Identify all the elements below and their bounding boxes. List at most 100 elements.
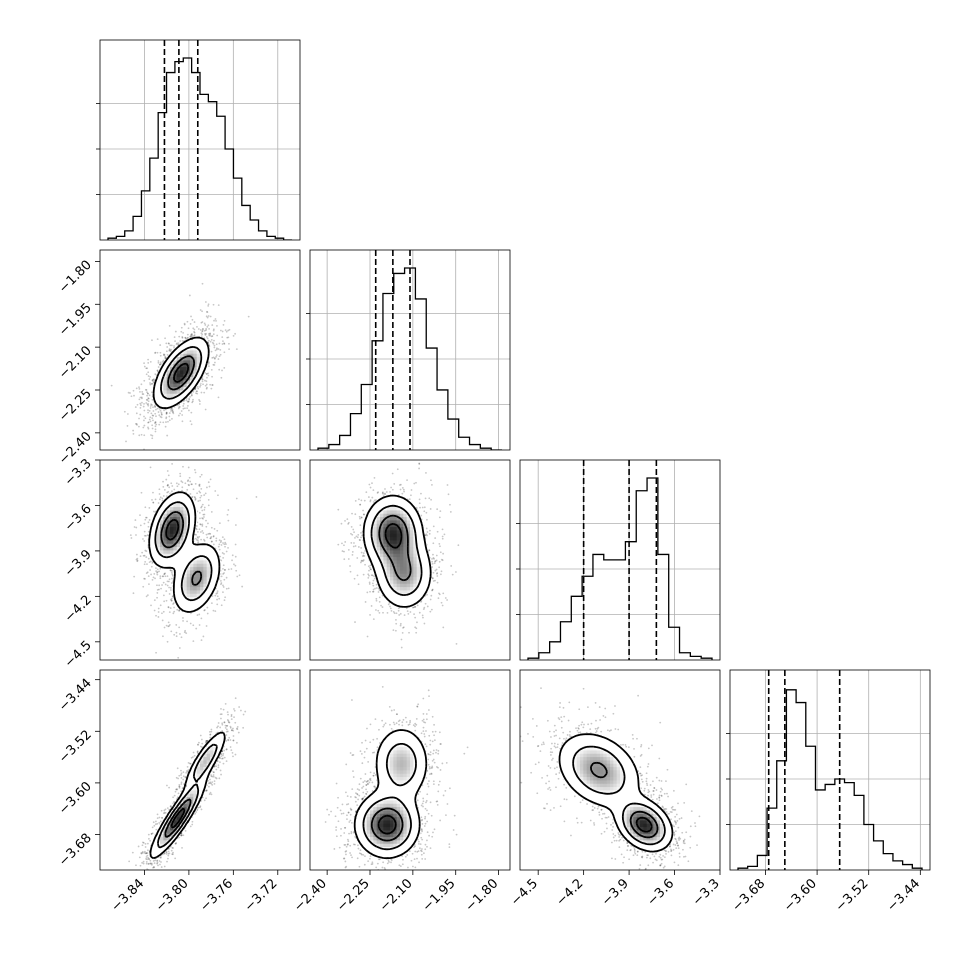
sample-point bbox=[196, 392, 199, 395]
sample-point bbox=[216, 590, 219, 593]
sample-point bbox=[160, 416, 163, 419]
sample-point bbox=[147, 421, 150, 424]
sample-point bbox=[152, 501, 155, 504]
sample-point bbox=[130, 395, 133, 398]
density-bin bbox=[190, 376, 194, 381]
density-bin bbox=[183, 393, 188, 398]
sample-point bbox=[151, 578, 154, 581]
sample-point bbox=[199, 531, 202, 533]
sample-point bbox=[212, 356, 215, 359]
density-bin bbox=[183, 376, 188, 381]
density-bin bbox=[193, 600, 198, 604]
sample-point bbox=[219, 726, 222, 729]
sample-point bbox=[212, 535, 215, 537]
sample-point bbox=[212, 609, 215, 612]
density-bin bbox=[203, 583, 208, 588]
sample-point bbox=[215, 348, 218, 351]
density-bin bbox=[156, 530, 161, 534]
sample-point bbox=[225, 576, 228, 579]
sample-point bbox=[150, 560, 152, 563]
density-bin bbox=[183, 360, 188, 364]
density-bin bbox=[156, 376, 161, 381]
sample-point bbox=[212, 328, 215, 331]
sample-point bbox=[214, 318, 217, 320]
sample-point bbox=[159, 351, 162, 354]
sample-point bbox=[152, 576, 155, 579]
sample-point bbox=[182, 400, 185, 403]
density-bin bbox=[170, 500, 174, 504]
density-bin bbox=[190, 366, 194, 371]
density-bin bbox=[180, 503, 184, 508]
density-bin bbox=[186, 540, 191, 544]
density-bin bbox=[153, 553, 158, 558]
sample-point bbox=[155, 570, 158, 573]
density-bin bbox=[210, 546, 214, 551]
sample-point bbox=[170, 344, 173, 347]
sample-point bbox=[141, 401, 143, 404]
sample-point bbox=[203, 329, 206, 332]
sample-point bbox=[165, 350, 168, 353]
sample-point bbox=[156, 369, 159, 372]
sample-point bbox=[163, 573, 166, 576]
sample-point bbox=[198, 484, 201, 486]
sample-point bbox=[199, 448, 201, 450]
sample-point bbox=[173, 488, 176, 491]
sample-point bbox=[126, 425, 129, 427]
density-bin bbox=[173, 583, 178, 588]
sample-point bbox=[165, 478, 168, 481]
sample-point bbox=[175, 776, 178, 779]
sample-point bbox=[151, 404, 153, 406]
sample-point bbox=[166, 353, 169, 356]
sample-point bbox=[165, 417, 168, 420]
sample-point bbox=[205, 380, 208, 383]
density-bin bbox=[203, 343, 208, 348]
density-bin bbox=[213, 563, 218, 568]
sample-point bbox=[226, 719, 229, 721]
sample-point bbox=[206, 739, 209, 742]
density-bin bbox=[160, 370, 164, 374]
sample-point bbox=[146, 852, 149, 855]
sample-point bbox=[196, 325, 198, 328]
density-bin bbox=[190, 556, 194, 561]
sample-point bbox=[206, 606, 209, 609]
density-bin bbox=[166, 503, 171, 508]
sample-point bbox=[210, 773, 212, 776]
sample-point bbox=[179, 475, 182, 478]
sample-point bbox=[177, 777, 180, 780]
sample-point bbox=[172, 411, 175, 413]
density-bin bbox=[193, 366, 198, 371]
sample-point bbox=[146, 563, 148, 566]
density-bin bbox=[206, 573, 211, 578]
sample-point bbox=[201, 310, 203, 313]
sample-point bbox=[161, 584, 163, 586]
sample-point bbox=[159, 820, 162, 823]
sample-point bbox=[148, 378, 151, 380]
density-bin bbox=[203, 563, 208, 568]
density-bin bbox=[206, 580, 211, 584]
sample-point bbox=[197, 806, 200, 809]
density-contour bbox=[160, 346, 203, 400]
density-bin bbox=[196, 586, 201, 591]
sample-point bbox=[209, 537, 212, 540]
sample-point bbox=[169, 349, 171, 352]
sample-point bbox=[141, 844, 144, 847]
sample-point bbox=[220, 376, 223, 379]
sample-point bbox=[208, 793, 211, 795]
density-bin bbox=[173, 563, 178, 568]
sample-point bbox=[158, 498, 161, 501]
density-contour bbox=[154, 501, 213, 602]
sample-point bbox=[181, 336, 184, 338]
sample-point bbox=[162, 354, 165, 356]
sample-point bbox=[207, 372, 210, 375]
sample-point bbox=[177, 407, 180, 410]
sample-point bbox=[136, 423, 138, 426]
sample-point bbox=[140, 396, 143, 399]
sample-point bbox=[234, 524, 237, 526]
sample-point bbox=[194, 499, 197, 501]
sample-point bbox=[187, 466, 190, 469]
density-bin bbox=[203, 556, 208, 561]
density-bin bbox=[156, 390, 161, 394]
sample-point bbox=[151, 437, 154, 440]
sample-point bbox=[222, 567, 224, 570]
sample-point bbox=[187, 327, 190, 330]
